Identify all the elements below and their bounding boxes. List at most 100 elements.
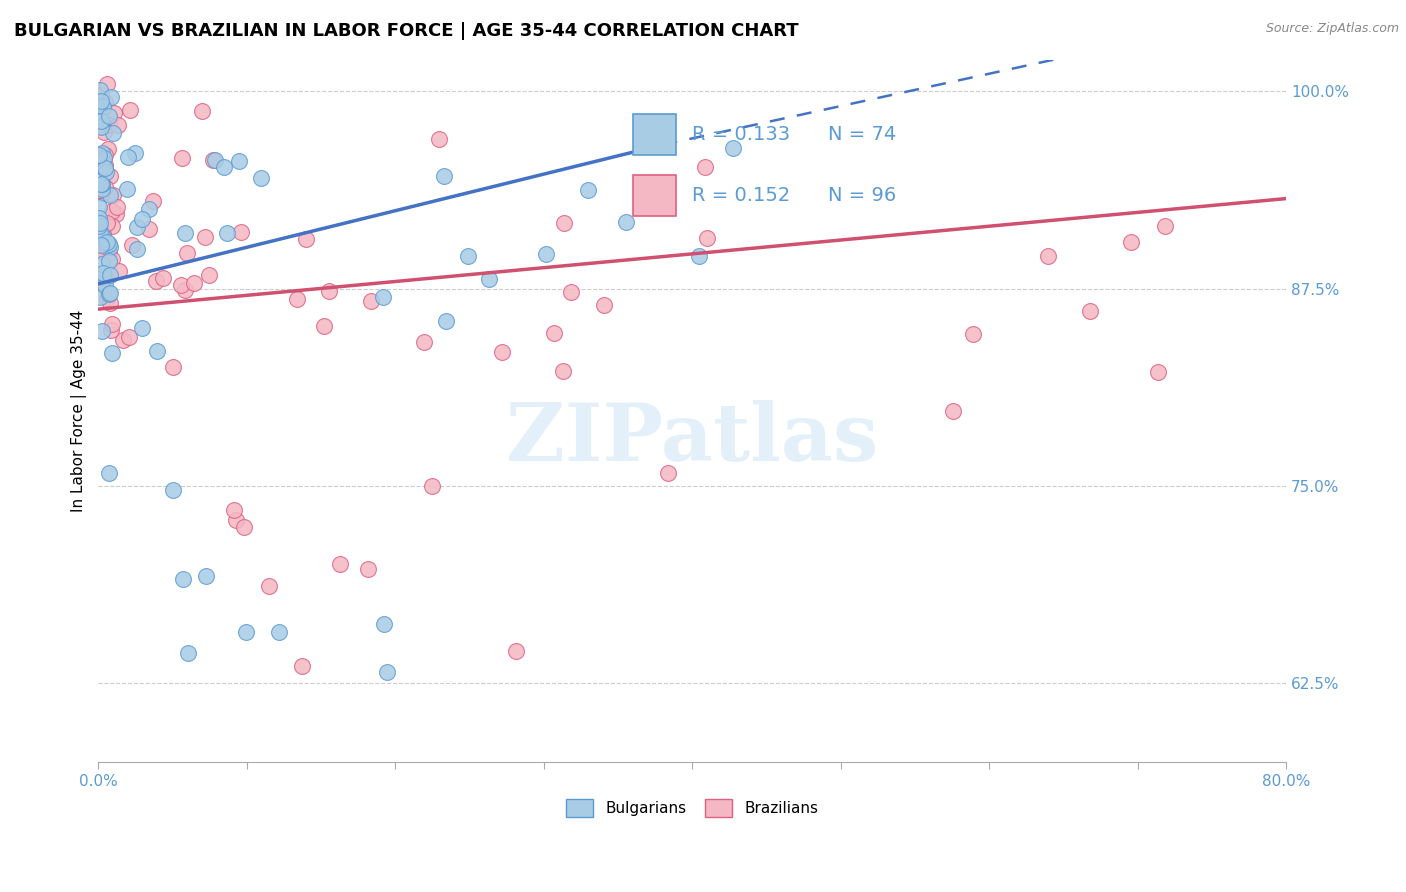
Point (228, 153, 250, 168)
Point (90, 277, 112, 291)
Point (87, 148, 110, 162)
Point (176, 246, 198, 260)
Point (91, 99, 114, 113)
Point (89, 226, 111, 240)
Point (93, 243, 115, 257)
Point (553, 216, 575, 230)
Point (101, 126, 124, 140)
Point (195, 569, 218, 583)
Point (101, 317, 124, 331)
Point (162, 360, 184, 375)
Point (93, 147, 115, 161)
Point (93, 151, 115, 165)
Point (96, 77, 118, 91)
Point (693, 160, 716, 174)
Point (96, 239, 118, 253)
Point (98, 118, 121, 132)
Point (89, 120, 111, 134)
Point (94, 95, 117, 109)
Point (1153, 219, 1175, 233)
Point (131, 212, 153, 227)
Point (215, 226, 238, 240)
Point (89, 290, 111, 304)
Point (491, 344, 513, 359)
Point (94, 179, 117, 194)
Point (433, 169, 456, 183)
Y-axis label: In Labor Force | Age 35-44: In Labor Force | Age 35-44 (72, 310, 87, 512)
Point (688, 249, 710, 263)
Point (90, 186, 112, 200)
Point (90, 228, 112, 243)
Point (962, 327, 984, 342)
Point (89, 83, 111, 97)
Point (657, 466, 679, 480)
Point (357, 562, 380, 576)
Point (124, 145, 146, 160)
Point (142, 194, 165, 208)
Point (312, 318, 335, 333)
Point (373, 290, 395, 304)
Point (224, 502, 246, 516)
Point (295, 231, 318, 245)
Point (98, 296, 121, 310)
Point (87, 211, 110, 226)
Point (191, 104, 214, 119)
Point (138, 222, 160, 236)
Point (90, 90, 112, 104)
Point (131, 320, 153, 334)
Point (204, 153, 226, 167)
Point (942, 404, 965, 418)
Point (87, 269, 110, 284)
Point (107, 264, 129, 278)
Point (89, 229, 111, 244)
Point (235, 625, 257, 640)
Point (91, 114, 114, 128)
Point (138, 202, 160, 216)
Point (412, 334, 434, 349)
Point (90, 94, 112, 108)
Point (90, 230, 112, 244)
Point (118, 103, 141, 117)
Text: Source: ZipAtlas.com: Source: ZipAtlas.com (1265, 22, 1399, 36)
Point (233, 520, 256, 534)
Point (93, 125, 115, 139)
Point (505, 644, 527, 658)
Point (434, 314, 457, 328)
Point (97, 244, 120, 259)
Point (176, 646, 198, 660)
Point (117, 182, 139, 196)
Point (89, 219, 111, 233)
Point (90, 256, 112, 270)
Point (723, 141, 745, 155)
Point (1036, 249, 1059, 263)
Point (117, 150, 139, 164)
Point (90, 88, 112, 103)
Point (91, 232, 114, 246)
Point (93, 271, 115, 285)
Point (212, 160, 235, 174)
Point (98, 169, 121, 183)
Point (91, 160, 114, 174)
Point (94, 277, 117, 292)
Point (375, 665, 398, 680)
Point (91, 324, 114, 338)
Point (225, 513, 247, 527)
Point (96, 291, 118, 305)
Point (91, 270, 114, 285)
Point (89, 244, 111, 258)
Point (98, 188, 121, 202)
Point (96, 216, 118, 230)
Point (100, 89, 122, 103)
Point (420, 479, 443, 493)
Point (90, 114, 112, 128)
Point (194, 230, 217, 244)
Point (145, 274, 167, 288)
Point (1146, 365, 1168, 379)
Point (96, 235, 118, 250)
Point (101, 219, 124, 234)
Point (696, 231, 718, 245)
Point (146, 344, 169, 359)
Point (169, 277, 191, 292)
Text: BULGARIAN VS BRAZILIAN IN LABOR FORCE | AGE 35-44 CORRELATION CHART: BULGARIAN VS BRAZILIAN IN LABOR FORCE | … (14, 22, 799, 40)
Point (118, 330, 141, 344)
